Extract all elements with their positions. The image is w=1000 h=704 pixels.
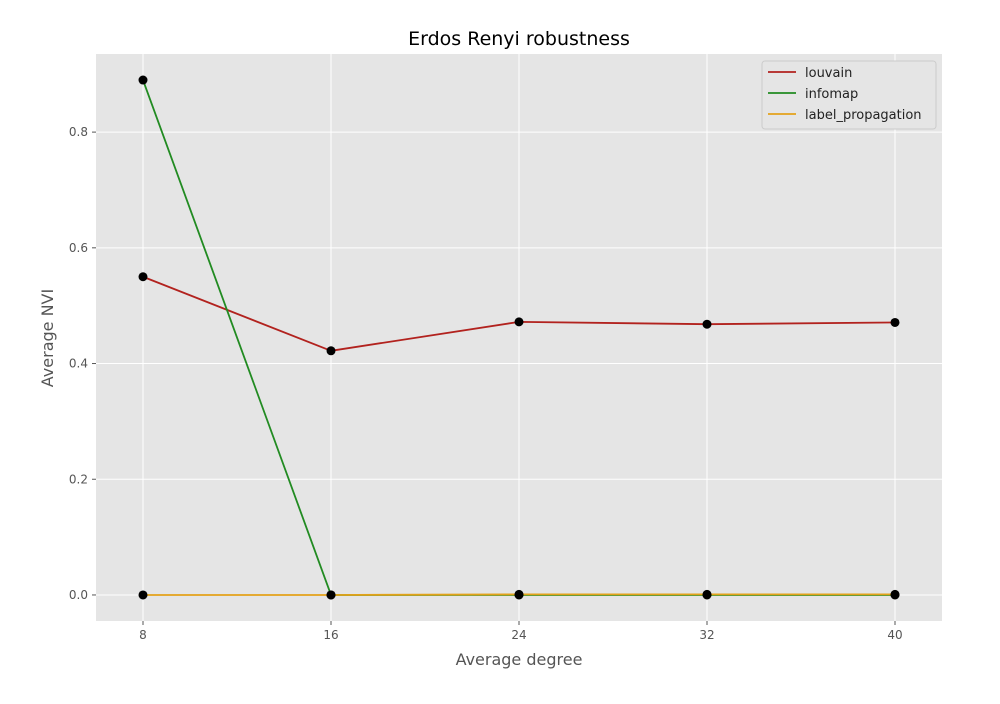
data-markers [138,75,900,600]
x-tick-label: 32 [699,628,714,642]
y-tick-label: 0.2 [69,472,88,486]
chart-title: Erdos Renyi robustness [408,28,630,50]
y-axis-label: Average NVI [38,289,57,387]
legend: louvain infomap label_propagation [761,60,937,130]
data-point-label_propagation [702,589,712,599]
y-tick-label: 0.8 [69,125,88,139]
axis-ticks: 8 16 24 32 40 0.0 0.2 0.4 0.6 0.8 [69,125,903,642]
legend-label-louvain: louvain [805,66,852,81]
data-point-infomap [138,75,148,85]
x-tick-label: 16 [323,628,338,642]
x-tick-label: 24 [511,628,526,642]
y-tick-label: 0.6 [69,241,88,255]
data-point-label_propagation [138,590,148,600]
data-point-louvain [326,346,336,356]
data-point-louvain [890,317,900,327]
legend-box [761,60,937,130]
x-tick-label: 8 [139,628,147,642]
legend-label-label_propagation: label_propagation [805,108,922,123]
x-axis-label: Average degree [456,650,583,669]
data-point-label_propagation [514,589,524,599]
data-point-louvain [702,319,712,329]
data-point-label_propagation [890,589,900,599]
data-point-louvain [138,272,148,282]
data-point-label_propagation [326,590,336,600]
data-point-louvain [514,317,524,327]
legend-label-infomap: infomap [805,87,858,102]
x-tick-label: 40 [887,628,902,642]
y-tick-label: 0.4 [69,357,88,371]
y-tick-label: 0.0 [69,588,88,602]
